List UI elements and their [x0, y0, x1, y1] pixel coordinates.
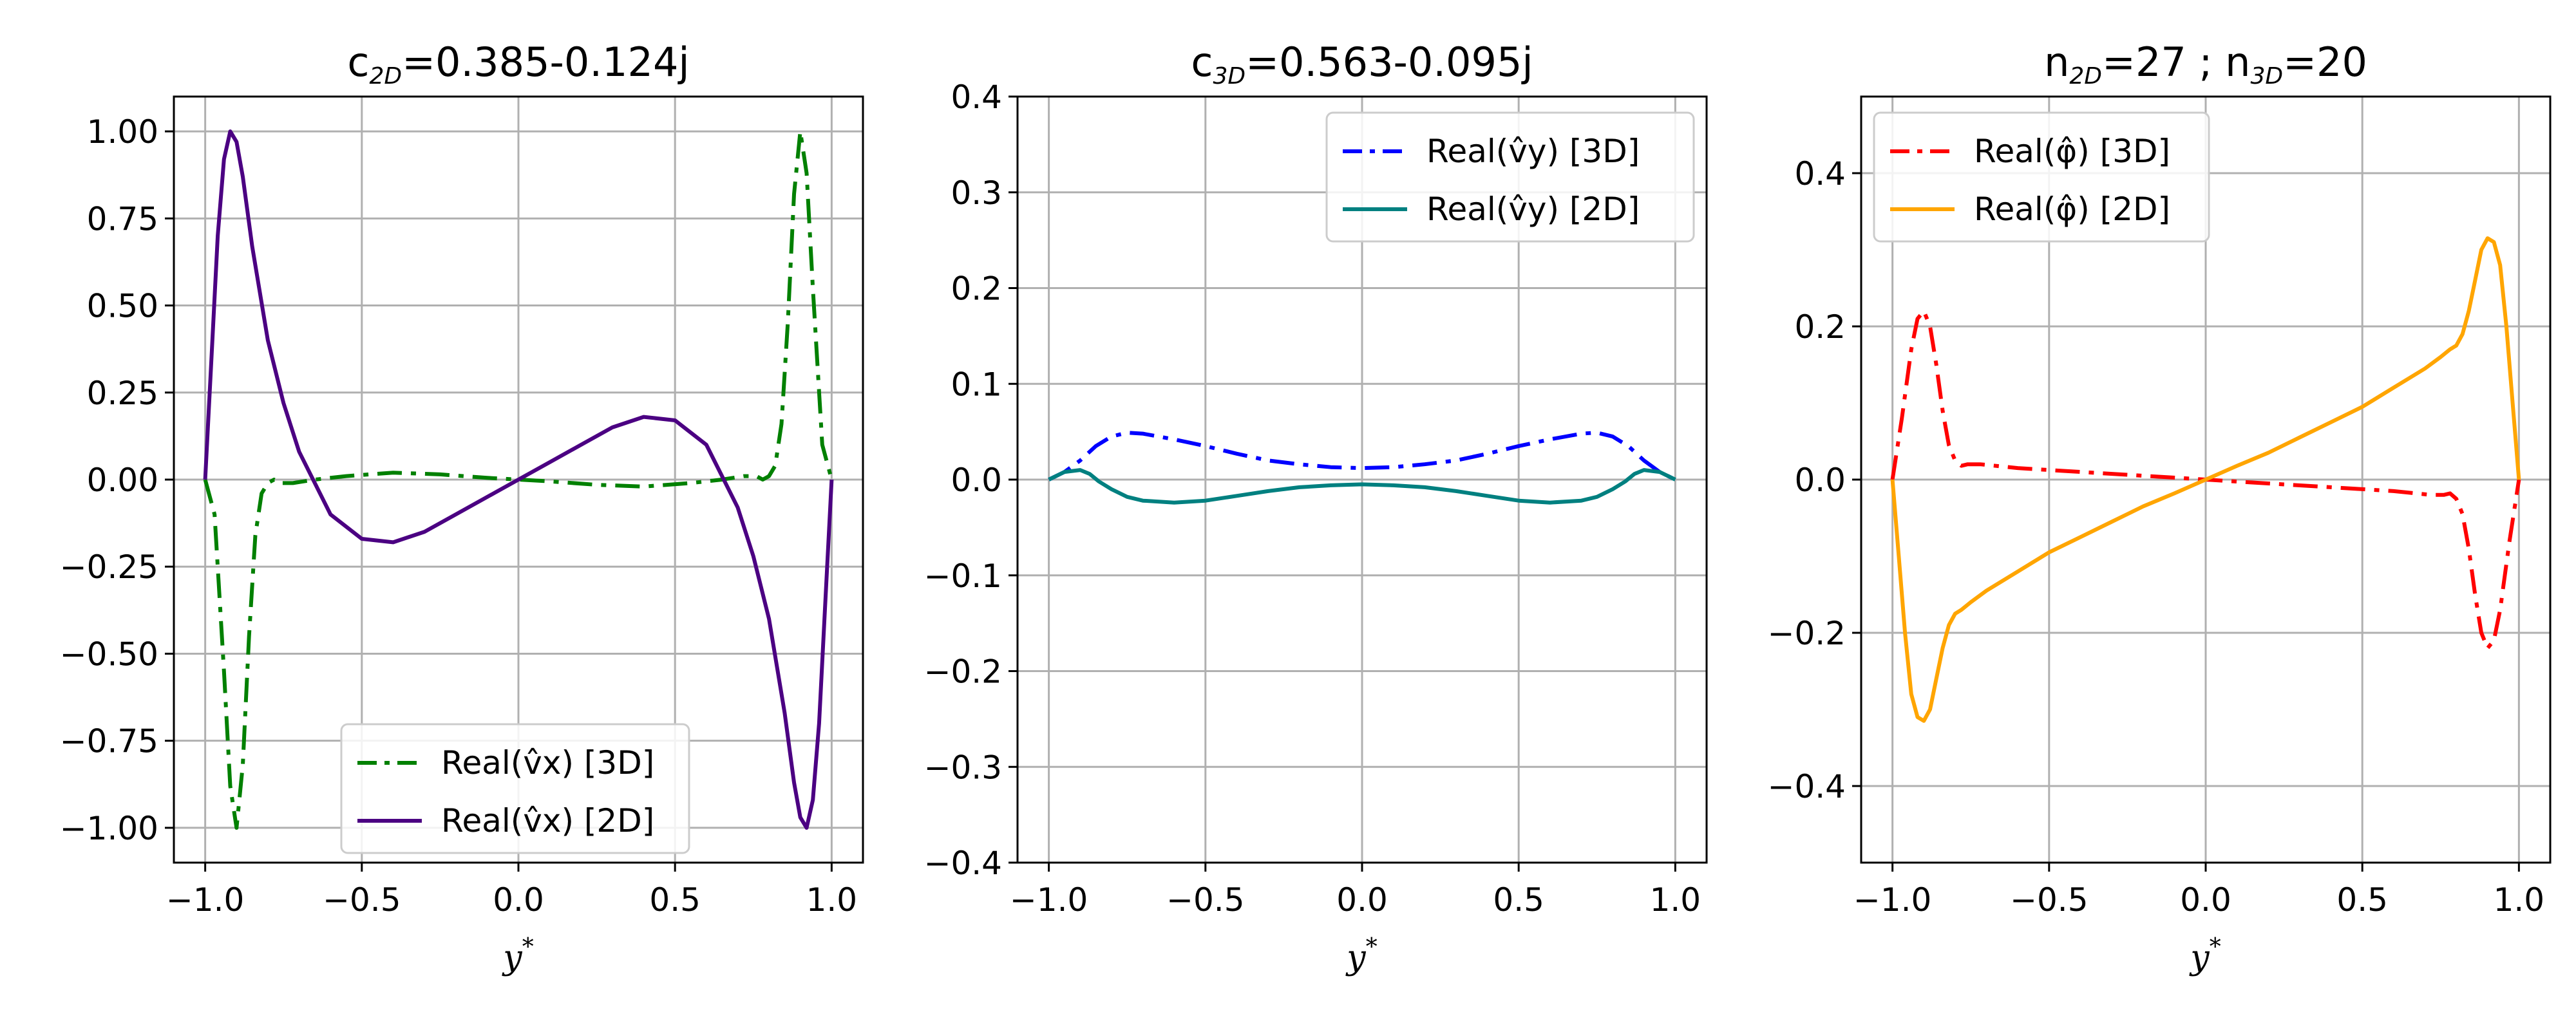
x-tick-label: 0.0	[2180, 881, 2231, 919]
series-line-1	[203, 129, 834, 830]
y-tick-label: −0.4	[924, 845, 1002, 882]
x-tick-label: −0.5	[1166, 881, 1244, 919]
y-tick-label: 0.2	[1794, 308, 1846, 346]
y-tick-label: −0.1	[924, 557, 1002, 595]
series-line-2	[1890, 236, 2521, 723]
x-tick-label: −1.0	[166, 881, 244, 919]
y-tick-label: −0.3	[924, 749, 1002, 786]
x-axis-label: y*	[2189, 934, 2221, 977]
chart-panel-2: −1.0 −0.5 0.0 0.5 1.0 0.4 0.3 0.2 0.1 0.0 −0.1 −0.2…	[924, 39, 1708, 977]
y-tick-label: −0.50	[60, 635, 158, 673]
x-tick-label: 1.0	[1650, 881, 1701, 919]
series-line-2	[203, 129, 834, 830]
y-tick-label: 0.1	[951, 366, 1002, 403]
chart-panel-1: −1.0 −0.5 0.0 0.5 1.0 1.00 0.75 0.50 0.25 0.00 −0.…	[60, 39, 864, 977]
x-axis-label: y*	[1345, 934, 1377, 977]
y-tick-label: −0.4	[1768, 768, 1846, 805]
x-tick-label: −0.5	[2010, 881, 2088, 919]
legend: Real(φ̂) [3D] Real(φ̂) [2D]	[1873, 111, 2210, 243]
x-tick-label: 1.0	[2494, 881, 2545, 919]
y-tick-label: 0.25	[87, 375, 158, 412]
y-tick-label: 0.2	[951, 270, 1002, 308]
legend-label: Real(φ̂) [3D]	[1974, 133, 2170, 170]
y-tick-label: −0.2	[924, 653, 1002, 691]
legend-label: Real(φ̂) [2D]	[1974, 191, 2170, 228]
chart-title: c3D=0.563-0.095j	[1191, 39, 1533, 89]
x-tick-label: 0.5	[2336, 881, 2388, 919]
legend-box	[340, 723, 690, 854]
y-tick-label: 0.75	[87, 200, 158, 238]
y-tick-label: 0.4	[951, 79, 1002, 116]
x-tick-label: 0.0	[1336, 881, 1388, 919]
y-tick-label: −0.25	[60, 548, 158, 586]
legend: Real(v̂y) [3D] Real(v̂y) [2D]	[1325, 111, 1695, 243]
legend: Real(v̂x) [3D] Real(v̂x) [2D]	[340, 723, 690, 854]
x-tick-label: −1.0	[1853, 881, 1931, 919]
chart-panel-3: −1.0 −0.5 0.0 0.5 1.0 0.4 0.2 0.0 −0.2 −0.4 n2D=27…	[1768, 39, 2552, 977]
x-tick-label: 0.0	[493, 881, 544, 919]
x-tick-label: 0.5	[1493, 881, 1544, 919]
y-tick-label: 1.00	[87, 113, 158, 151]
legend-label: Real(v̂y) [2D]	[1426, 191, 1640, 228]
legend-box	[1873, 111, 2210, 243]
y-tick-label: 0.0	[951, 462, 1002, 499]
x-tick-label: −1.0	[1010, 881, 1088, 919]
legend-label: Real(v̂y) [3D]	[1426, 133, 1640, 170]
y-tick-label: −1.00	[60, 810, 158, 847]
chart-title: n2D=27 ; n3D=20	[2044, 39, 2367, 89]
y-tick-label: 0.00	[87, 462, 158, 499]
x-tick-label: −0.5	[323, 881, 401, 919]
y-tick-label: 0.50	[87, 288, 158, 325]
legend-label: Real(v̂x) [3D]	[441, 744, 654, 782]
y-tick-label: −0.2	[1768, 615, 1846, 652]
legend-box	[1325, 111, 1695, 243]
x-tick-label: 1.0	[806, 881, 858, 919]
series-line-1	[1048, 431, 1676, 482]
y-tick-label: 0.4	[1794, 155, 1846, 192]
y-tick-label: 0.0	[1794, 462, 1846, 499]
y-tick-label: −0.75	[60, 723, 158, 760]
series-line-2	[1048, 468, 1676, 505]
x-tick-label: 0.5	[649, 881, 701, 919]
chart-title: c2D=0.385-0.124j	[347, 39, 689, 89]
y-tick-label: 0.3	[951, 174, 1002, 212]
legend-label: Real(v̂x) [2D]	[441, 802, 654, 839]
x-axis-label: y*	[502, 934, 533, 977]
